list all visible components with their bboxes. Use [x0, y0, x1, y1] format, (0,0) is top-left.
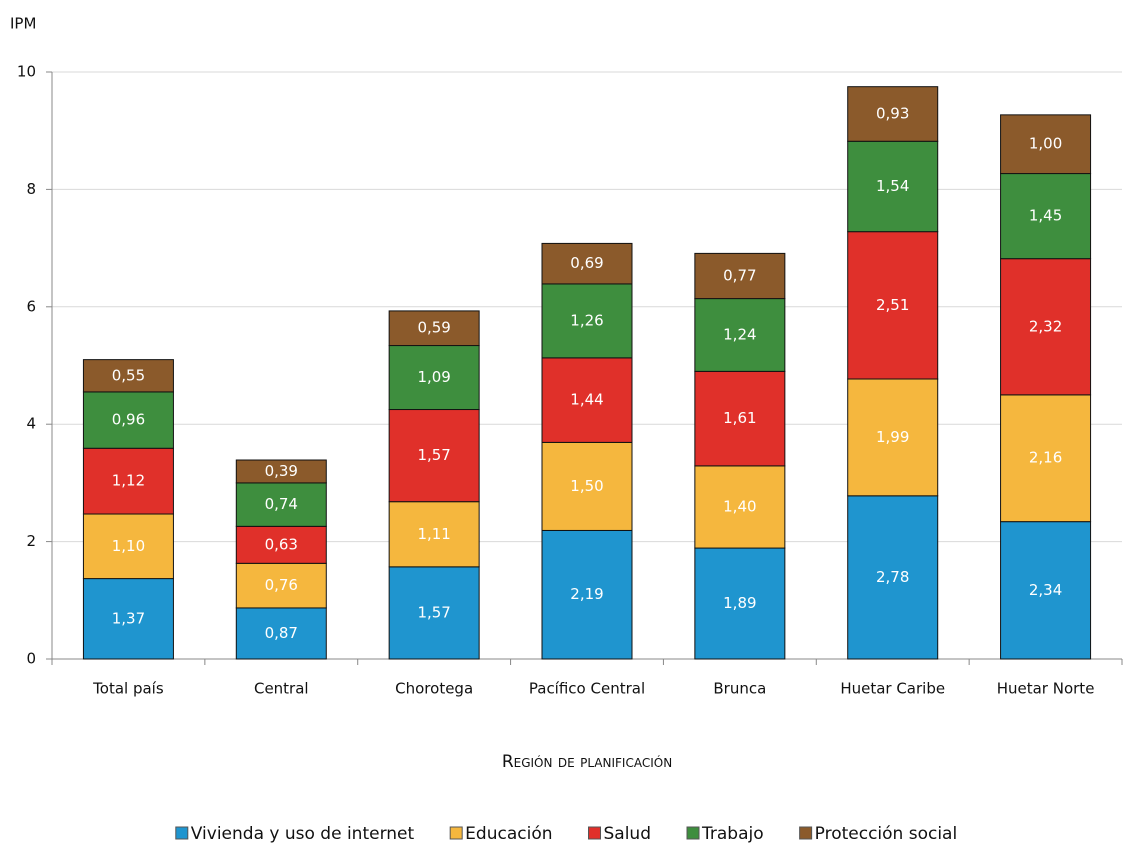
bar-segment [235, 482, 327, 527]
x-tick-label: Total país [92, 680, 164, 698]
bar-segment [235, 607, 327, 660]
bar-segment [82, 447, 174, 515]
y-tick-label: 4 [26, 415, 36, 433]
data-label: 1,40 [723, 497, 756, 515]
data-label: 1,44 [570, 391, 603, 409]
bar-segment [847, 495, 939, 660]
data-label: 1,12 [112, 472, 145, 490]
y-tick-label: 2 [26, 532, 36, 550]
bar-segment [694, 252, 786, 300]
bar-segment [694, 547, 786, 660]
bar-segment [388, 566, 480, 660]
data-label: 1,10 [112, 537, 145, 555]
data-label: 2,78 [876, 568, 909, 586]
data-label: 1,37 [112, 609, 145, 627]
bar-segment [235, 562, 327, 609]
legend-swatch [175, 826, 189, 840]
bar-segment [541, 529, 633, 660]
data-label: 0,76 [265, 576, 298, 594]
bar-segment [388, 345, 480, 411]
bar-segment [388, 501, 480, 568]
legend-label: Trabajo [701, 824, 764, 844]
legend-swatch [449, 826, 463, 840]
bar-segment [694, 298, 786, 372]
x-tick-label: Huetar Norte [997, 680, 1095, 698]
data-label: 1,99 [876, 428, 909, 446]
legend-label: Vivienda y uso de internet [191, 824, 415, 844]
data-label: 0,96 [112, 411, 145, 429]
data-label: 1,24 [723, 325, 756, 343]
bar-segment [847, 231, 939, 380]
data-label: 1,50 [570, 477, 603, 495]
bar-segment [1000, 394, 1092, 523]
bar-segment [82, 359, 174, 393]
data-label: 0,93 [876, 104, 909, 122]
bar-segment [1000, 114, 1092, 175]
legend-label: Protección social [815, 824, 958, 844]
data-label: 1,11 [417, 525, 450, 543]
x-tick-label: Central [254, 680, 309, 698]
x-axis-label: Región de planificación [502, 752, 672, 772]
bar-segment [541, 242, 633, 285]
x-tick-label: Pacífico Central [529, 680, 645, 698]
y-tick-label: 6 [26, 297, 36, 315]
data-label: 0,69 [570, 254, 603, 272]
data-label: 1,89 [723, 594, 756, 612]
bar-segment [541, 357, 633, 443]
bar-segment [847, 378, 939, 497]
bar-segment [1000, 173, 1092, 260]
data-label: 0,74 [265, 495, 298, 513]
y-axis-label: IPM [10, 15, 36, 33]
y-tick-label: 0 [26, 650, 36, 668]
data-label: 0,59 [417, 319, 450, 337]
legend-swatch [799, 826, 813, 840]
bar-segment [82, 513, 174, 580]
data-label: 2,19 [570, 585, 603, 603]
x-tick-label: Brunca [713, 680, 766, 698]
legend-swatch [588, 826, 602, 840]
data-label: 1,26 [570, 311, 603, 329]
bar-segment [388, 310, 480, 347]
data-label: 0,63 [265, 535, 298, 553]
data-label: 1,61 [723, 409, 756, 427]
y-tick-label: 10 [17, 63, 36, 81]
data-label: 2,34 [1029, 581, 1062, 599]
data-label: 2,32 [1029, 317, 1062, 335]
data-label: 1,45 [1029, 207, 1062, 225]
data-label: 2,51 [876, 296, 909, 314]
bar-segment [82, 578, 174, 660]
bar-segment [235, 459, 327, 484]
data-label: 0,87 [265, 624, 298, 642]
y-tick-label: 8 [26, 180, 36, 198]
bar-segment [847, 86, 939, 142]
data-label: 1,54 [876, 177, 909, 195]
data-label: 0,77 [723, 266, 756, 284]
legend-label: Salud [604, 824, 652, 844]
x-tick-label: Huetar Caribe [840, 680, 945, 698]
bar-segment [541, 283, 633, 359]
bar-segment [694, 465, 786, 549]
data-label: 2,16 [1029, 449, 1062, 467]
data-label: 1,00 [1029, 135, 1062, 153]
bar-segment [694, 370, 786, 467]
data-label: 0,55 [112, 366, 145, 384]
bar-segment [847, 140, 939, 233]
bar-segment [541, 441, 633, 531]
bar-segment [1000, 521, 1092, 660]
data-label: 1,57 [417, 603, 450, 621]
data-label: 1,09 [417, 368, 450, 386]
bar-segment [388, 409, 480, 503]
x-tick-label: Chorotega [395, 680, 473, 698]
data-label: 0,39 [265, 462, 298, 480]
data-label: 1,57 [417, 446, 450, 464]
legend-swatch [686, 826, 700, 840]
legend-label: Educación [465, 824, 552, 844]
